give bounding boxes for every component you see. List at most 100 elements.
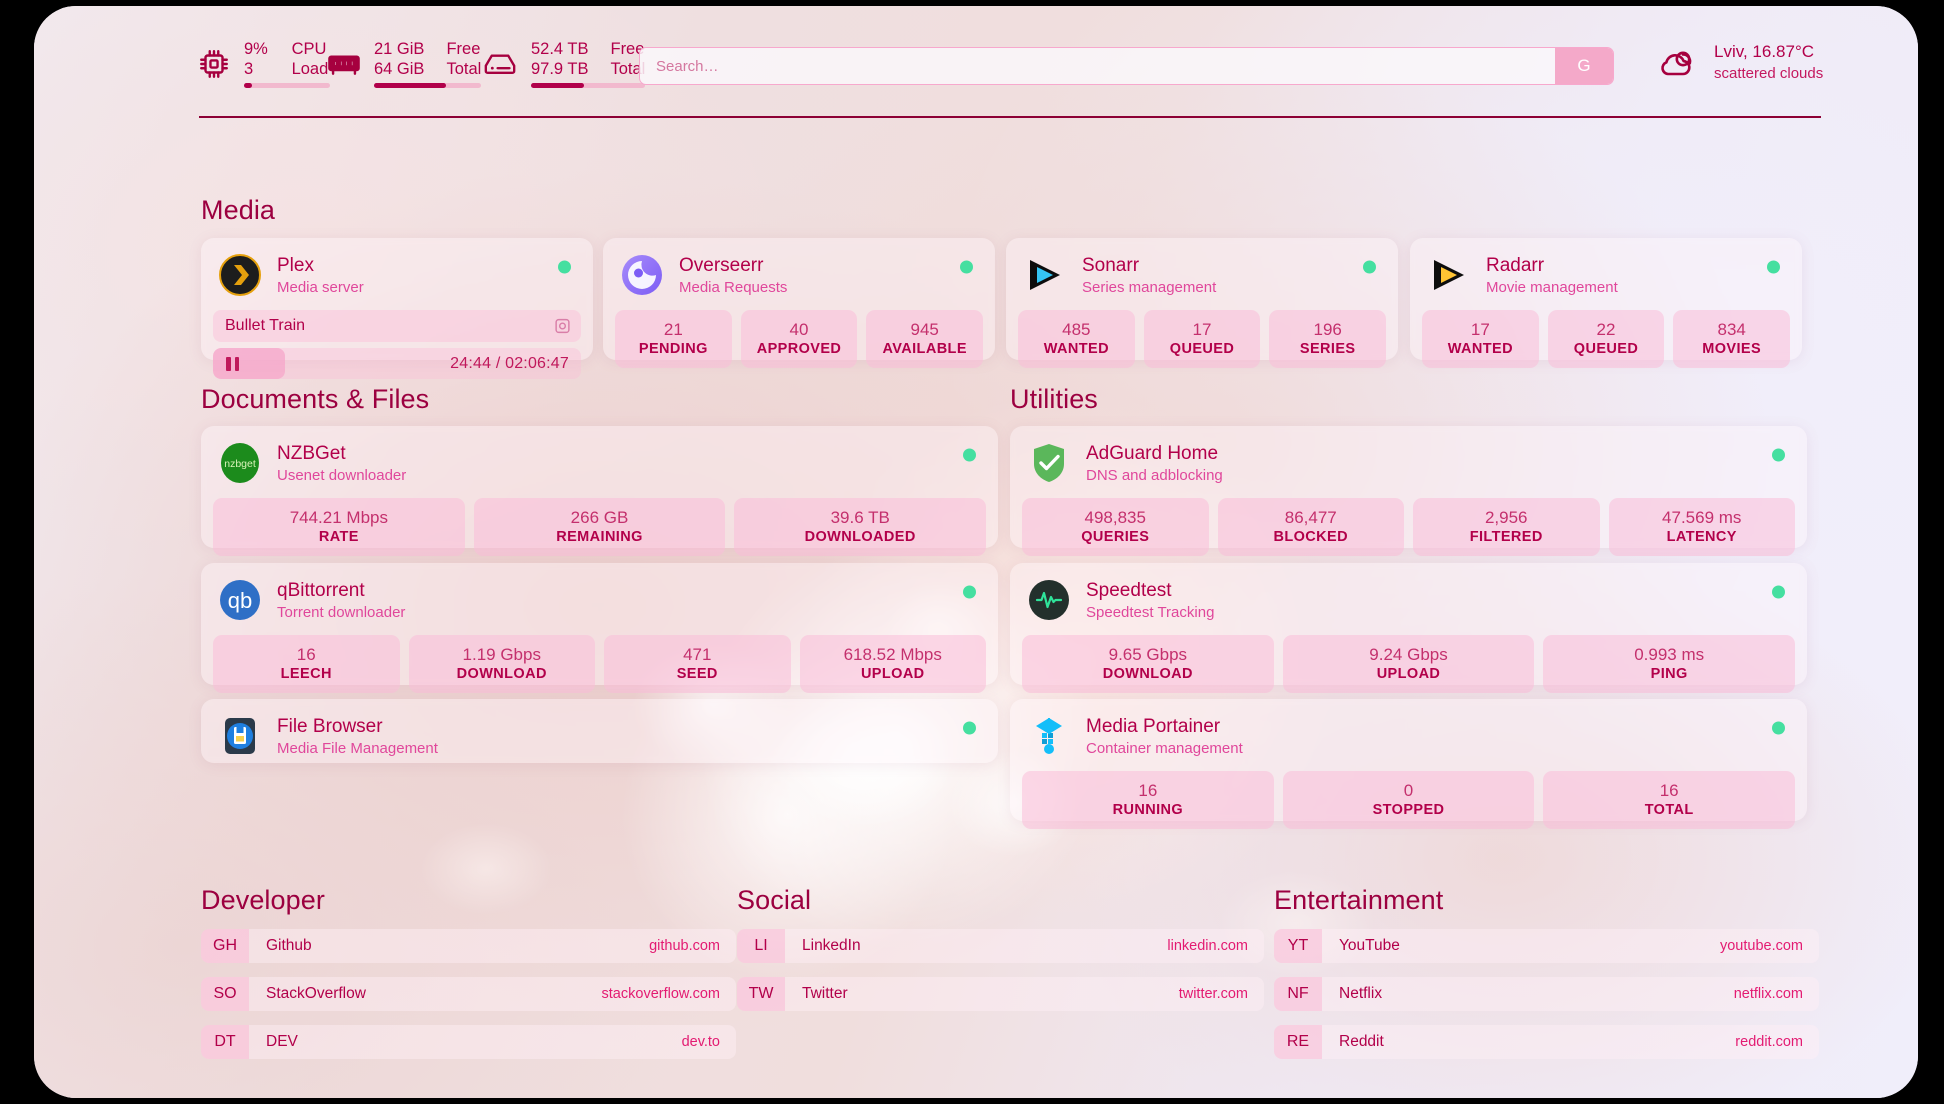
nzbget-logo: nzbget	[219, 442, 261, 484]
system-stat-value: 3	[244, 60, 254, 78]
adguard-logo	[1028, 442, 1070, 484]
bookmark-item[interactable]: DT DEV dev.to	[201, 1025, 736, 1059]
cpu-icon	[197, 47, 231, 81]
now-playing-title: Bullet Train	[225, 317, 306, 334]
bookmark-host: stackoverflow.com	[601, 986, 720, 1002]
app-card-file-browser[interactable]: File Browser Media File Management	[201, 699, 998, 763]
bookmark-item[interactable]: LI LinkedIn linkedin.com	[737, 929, 1264, 963]
app-card-header: qb qBittorrent Torrent downloader	[201, 563, 998, 621]
bookmark-host: linkedin.com	[1167, 938, 1248, 954]
app-stat-row: 17 WANTED 22 QUEUED 834 MOVIES	[1410, 296, 1802, 380]
bookmark-name: Reddit	[1339, 1033, 1384, 1050]
bookmark-item[interactable]: YT YouTube youtube.com	[1274, 929, 1819, 963]
app-stat-label: WANTED	[1043, 341, 1109, 357]
app-card-media-portainer[interactable]: Media Portainer Container management 16 RUN…	[1010, 699, 1807, 829]
app-stat-tile: 86,477 BLOCKED	[1217, 498, 1404, 556]
app-card-header: Radarr Movie management	[1410, 238, 1802, 296]
app-stat-tile: 471 SEED	[604, 635, 791, 693]
app-stat-tile: 17 WANTED	[1422, 310, 1539, 368]
app-stat-value: 196	[1313, 320, 1342, 339]
app-card-adguard-home[interactable]: AdGuard Home DNS and adblocking 498,835 QUE…	[1010, 426, 1807, 556]
filebrowser-logo	[219, 715, 261, 757]
disk-icon	[482, 51, 518, 77]
qbittorrent-logo: qb	[219, 579, 261, 621]
status-indicator-dot	[1772, 448, 1785, 462]
system-stat-value: 64 GiB	[374, 60, 425, 78]
bookmark-host: twitter.com	[1178, 986, 1248, 1002]
app-stat-tile: 744.21 Mbps RATE	[213, 498, 465, 556]
app-card-sonarr[interactable]: Sonarr Series management 485 WANTED 17 QUEUED…	[1006, 238, 1398, 368]
system-stat-progress-bar	[531, 83, 646, 88]
app-stat-value: 40	[789, 320, 809, 339]
app-stat-value: 21	[663, 320, 683, 339]
app-stat-tile: 498,835 QUERIES	[1022, 498, 1209, 556]
bookmark-item[interactable]: TW Twitter twitter.com	[737, 977, 1264, 1011]
search-submit-button[interactable]: G	[1555, 48, 1613, 84]
cast-icon[interactable]	[554, 318, 571, 335]
app-card-plex[interactable]: Plex Media server Bullet Train 24:44 / 02:…	[201, 238, 593, 379]
app-card-nzbget[interactable]: nzbget NZBGet Usenet downloader 744.21 Mbps…	[201, 426, 998, 556]
app-stat-tile: 16 LEECH	[213, 635, 400, 693]
app-stat-value: 618.52 Mbps	[843, 645, 942, 664]
app-stat-tile: 40 APPROVED	[740, 310, 858, 368]
app-stat-label: UPLOAD	[1376, 666, 1441, 682]
radarr-logo	[1428, 254, 1470, 296]
section-title-documents: Documents & Files	[201, 384, 430, 414]
section-title-media: Media	[201, 195, 276, 225]
app-stat-label: FILTERED	[1469, 529, 1543, 545]
bookmark-name: StackOverflow	[266, 985, 366, 1002]
status-indicator-dot	[558, 260, 571, 274]
bookmark-badge: NF	[1274, 977, 1322, 1011]
app-stat-value: 834	[1717, 320, 1746, 339]
app-card-header: Speedtest Speedtest Tracking	[1010, 563, 1807, 621]
bookmark-item[interactable]: SO StackOverflow stackoverflow.com	[201, 977, 736, 1011]
app-stat-value: 47.569 ms	[1662, 508, 1742, 527]
app-stat-label: RATE	[318, 529, 359, 545]
app-subtitle: Media Requests	[679, 278, 788, 296]
system-stat-value: 9%	[244, 40, 268, 58]
svg-text:nzbget: nzbget	[224, 458, 256, 470]
system-stat-label: CPU	[291, 40, 327, 58]
app-card-speedtest[interactable]: Speedtest Speedtest Tracking 9.65 Gbps DOWN…	[1010, 563, 1807, 693]
search-bar[interactable]: G	[639, 47, 1614, 85]
bookmark-item[interactable]: NF Netflix netflix.com	[1274, 977, 1819, 1011]
app-stat-tile: 16 RUNNING	[1022, 771, 1274, 829]
dashboard-page: 9% CPU 3 Load 21 GiB Free 64 GiB Total 52.4 TB…	[34, 6, 1918, 1098]
app-card-overseerr[interactable]: Overseerr Media Requests 21 PENDING 40 APPROV…	[603, 238, 995, 368]
status-indicator-dot	[960, 260, 973, 274]
app-stat-tile: 0 STOPPED	[1282, 771, 1535, 829]
system-stat-readout: 52.4 TB Free 97.9 TB Total	[531, 40, 646, 88]
bookmark-item[interactable]: GH Github github.com	[201, 929, 736, 963]
app-stat-label: BLOCKED	[1273, 529, 1348, 545]
bookmark-item[interactable]: RE Reddit reddit.com	[1274, 1025, 1819, 1059]
bookmark-host: dev.to	[681, 1034, 720, 1050]
app-card-qbittorrent[interactable]: qb qBittorrent Torrent downloader 16 LEECH 1.…	[201, 563, 998, 693]
search-input[interactable]	[640, 48, 1555, 84]
app-stat-value: 2,956	[1484, 508, 1528, 527]
app-stat-label: TOTAL	[1644, 802, 1694, 818]
app-stat-row: 16 RUNNING 0 STOPPED 16 TOTAL	[1010, 757, 1807, 841]
app-stat-label: QUERIES	[1081, 529, 1150, 545]
app-stat-tile: 16 TOTAL	[1543, 771, 1796, 829]
app-stat-tile: 9.24 Gbps UPLOAD	[1282, 635, 1535, 693]
pause-icon[interactable]	[226, 356, 239, 371]
bookmark-name: Github	[266, 937, 312, 954]
system-stat-value: 21 GiB	[374, 40, 425, 58]
system-stat-disk: 52.4 TB Free 97.9 TB Total	[482, 40, 646, 88]
sonarr-logo	[1024, 254, 1066, 296]
app-stat-tile: 1.19 Gbps DOWNLOAD	[408, 635, 595, 693]
app-subtitle: Torrent downloader	[277, 603, 406, 621]
app-stat-tile: 39.6 TB DOWNLOADED	[734, 498, 987, 556]
app-card-radarr[interactable]: Radarr Movie management 17 WANTED 22 QUEUED 83…	[1410, 238, 1802, 368]
now-playing-progress-row[interactable]: 24:44 / 02:06:47	[213, 348, 581, 379]
bookmark-host: reddit.com	[1735, 1034, 1803, 1050]
bookmark-group-title: Entertainment	[1274, 885, 1444, 915]
bookmark-host: github.com	[649, 938, 720, 954]
app-card-header: Overseerr Media Requests	[603, 238, 995, 296]
system-stat-value: 52.4 TB	[531, 40, 589, 58]
app-stat-value: 744.21 Mbps	[289, 508, 388, 527]
app-stat-tile: 266 GB REMAINING	[473, 498, 726, 556]
app-name: qBittorrent	[277, 579, 365, 601]
weather-widget[interactable]: Lviv, 16.87°C scattered clouds	[1656, 41, 1823, 84]
app-name: Radarr	[1486, 254, 1545, 276]
